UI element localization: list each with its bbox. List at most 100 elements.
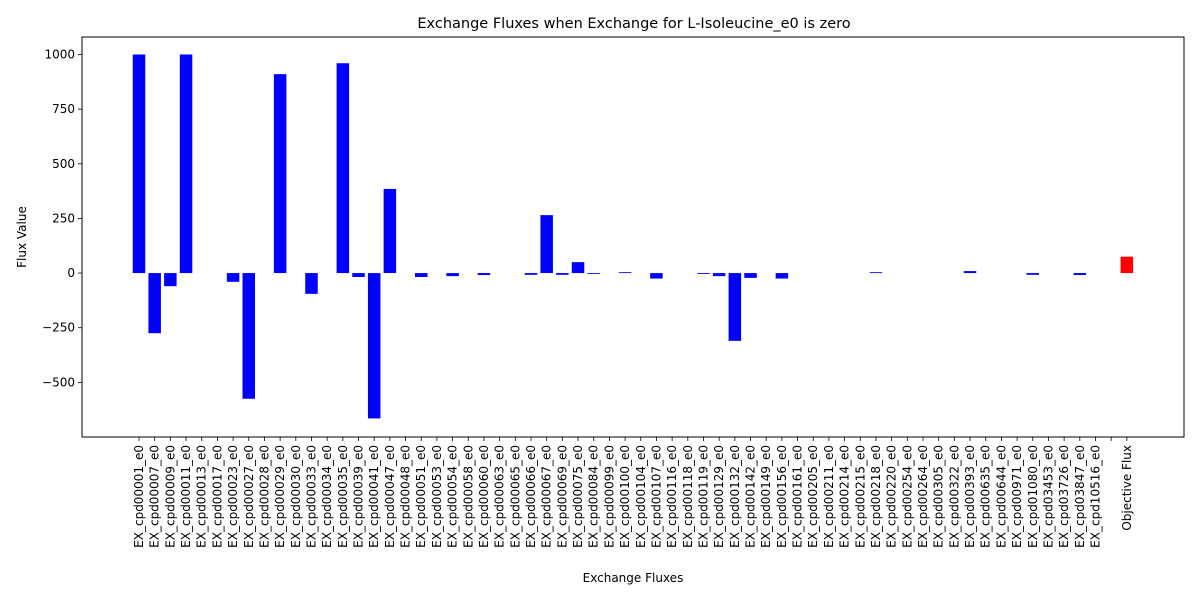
x-tick-label: EX_cpd00058_e0 bbox=[461, 445, 475, 548]
x-tick-label: EX_cpd00017_e0 bbox=[210, 445, 224, 548]
x-tick-label: EX_cpd00393_e0 bbox=[963, 445, 977, 548]
x-tick-label: EX_cpd00023_e0 bbox=[226, 445, 240, 548]
x-tick-label: EX_cpd00254_e0 bbox=[900, 445, 914, 548]
bar-EX_cpd00067_e0 bbox=[540, 215, 553, 274]
bar-EX_cpd00029_e0 bbox=[273, 74, 287, 274]
x-axis: EX_cpd00001_e0 EX_cpd00007_e0 EX_cpd00009_… bbox=[132, 437, 1134, 548]
x-tick-label: EX_cpd03453_e0 bbox=[1041, 445, 1055, 548]
bar-EX_cpd01080_e0 bbox=[1026, 273, 1040, 275]
x-tick-label: EX_cpd03847_e0 bbox=[1073, 445, 1087, 548]
x-tick-label: EX_cpd00053_e0 bbox=[430, 445, 444, 548]
x-tick-label: EX_cpd00644_e0 bbox=[994, 445, 1008, 548]
x-axis-title: Exchange Fluxes bbox=[583, 571, 684, 585]
x-tick-label: EX_cpd00007_e0 bbox=[148, 445, 162, 548]
x-tick-label: EX_cpd00001_e0 bbox=[132, 445, 146, 548]
bar-EX_cpd00007_e0 bbox=[148, 273, 161, 334]
bar-EX_cpd00107_e0 bbox=[650, 273, 663, 279]
x-tick-label: EX_cpd00205_e0 bbox=[806, 445, 820, 548]
x-tick-label: EX_cpd00214_e0 bbox=[838, 445, 852, 548]
bar-EX_cpd00011_e0 bbox=[179, 54, 193, 274]
x-tick-label: EX_cpd00118_e0 bbox=[681, 445, 695, 548]
x-tick-label: EX_cpd00051_e0 bbox=[414, 445, 428, 548]
x-tick-label: EX_cpd00215_e0 bbox=[853, 445, 867, 548]
bar-EX_cpd00156_e0 bbox=[775, 273, 789, 279]
x-tick-label: EX_cpd00100_e0 bbox=[618, 445, 632, 548]
bar-EX_cpd00023_e0 bbox=[226, 273, 240, 282]
bar-EX_cpd00047_e0 bbox=[383, 188, 397, 274]
x-tick-label: Objective Flux bbox=[1120, 445, 1134, 531]
x-tick-label: EX_cpd00011_e0 bbox=[179, 445, 193, 548]
bar-EX_cpd00100_e0 bbox=[618, 272, 632, 274]
x-tick-label: EX_cpd00211_e0 bbox=[822, 445, 836, 548]
bar-EX_cpd00041_e0 bbox=[367, 273, 381, 419]
y-tick-label: 0 bbox=[67, 266, 75, 280]
y-tick-label: 500 bbox=[52, 157, 75, 171]
x-tick-label: EX_cpd00065_e0 bbox=[508, 445, 522, 548]
bar-EX_cpd00033_e0 bbox=[305, 273, 318, 294]
x-tick-label: EX_cpd00305_e0 bbox=[932, 445, 946, 548]
bar-EX_cpd00075_e0 bbox=[571, 262, 585, 274]
y-tick-label: −250 bbox=[42, 321, 75, 335]
x-tick-label: EX_cpd00048_e0 bbox=[399, 445, 413, 548]
bar-EX_cpd00084_e0 bbox=[587, 273, 600, 274]
x-tick-label: EX_cpd00149_e0 bbox=[759, 445, 773, 548]
x-tick-label: EX_cpd00035_e0 bbox=[336, 445, 350, 548]
x-tick-label: EX_cpd00322_e0 bbox=[947, 445, 961, 548]
x-tick-label: EX_cpd00030_e0 bbox=[289, 445, 303, 548]
x-tick-label: EX_cpd00041_e0 bbox=[367, 445, 381, 548]
x-tick-label: EX_cpd00066_e0 bbox=[524, 445, 538, 548]
bar-Objective Flux bbox=[1120, 256, 1134, 274]
y-tick-label: 250 bbox=[52, 211, 75, 225]
y-tick-label: 750 bbox=[52, 102, 75, 116]
plot-frame bbox=[81, 36, 1185, 438]
bar-EX_cpd00132_e0 bbox=[728, 273, 742, 341]
bar-EX_cpd00054_e0 bbox=[446, 273, 459, 277]
bar-EX_cpd00218_e0 bbox=[869, 272, 883, 274]
bar-EX_cpd00051_e0 bbox=[414, 273, 428, 277]
x-tick-label: EX_cpd00132_e0 bbox=[728, 445, 742, 548]
x-tick-label: EX_cpd00116_e0 bbox=[665, 445, 679, 548]
x-tick-label: EX_cpd10516_e0 bbox=[1088, 445, 1102, 548]
bar-EX_cpd00009_e0 bbox=[164, 273, 177, 287]
x-tick-label: EX_cpd00119_e0 bbox=[696, 445, 710, 548]
x-tick-label: EX_cpd00129_e0 bbox=[712, 445, 726, 548]
bar-EX_cpd00129_e0 bbox=[712, 273, 726, 277]
x-tick-label: EX_cpd00220_e0 bbox=[885, 445, 899, 548]
x-tick-label: EX_cpd00971_e0 bbox=[1010, 445, 1024, 548]
bar-EX_cpd03847_e0 bbox=[1073, 273, 1087, 276]
x-tick-label: EX_cpd03726_e0 bbox=[1057, 445, 1071, 548]
x-tick-label: EX_cpd00039_e0 bbox=[352, 445, 366, 548]
bar-EX_cpd00393_e0 bbox=[963, 271, 977, 274]
x-tick-label: EX_cpd01080_e0 bbox=[1026, 445, 1040, 548]
bars-group bbox=[132, 54, 1134, 419]
bar-EX_cpd00035_e0 bbox=[336, 63, 350, 274]
bar-EX_cpd00001_e0 bbox=[132, 54, 146, 274]
bar-EX_cpd00039_e0 bbox=[352, 273, 365, 277]
x-tick-label: EX_cpd00107_e0 bbox=[649, 445, 663, 548]
x-tick-label: EX_cpd00009_e0 bbox=[163, 445, 177, 548]
x-tick-label: EX_cpd00013_e0 bbox=[195, 445, 209, 548]
x-tick-label: EX_cpd00034_e0 bbox=[320, 445, 334, 548]
x-tick-label: EX_cpd00075_e0 bbox=[571, 445, 585, 548]
x-tick-label: EX_cpd00027_e0 bbox=[242, 445, 256, 548]
x-tick-label: EX_cpd00218_e0 bbox=[869, 445, 883, 548]
x-tick-label: EX_cpd00033_e0 bbox=[304, 445, 318, 548]
x-tick-label: EX_cpd00084_e0 bbox=[587, 445, 601, 548]
x-tick-label: EX_cpd00054_e0 bbox=[446, 445, 460, 548]
x-tick-label: EX_cpd00029_e0 bbox=[273, 445, 287, 548]
bar-EX_cpd00142_e0 bbox=[744, 273, 757, 278]
x-tick-label: EX_cpd00142_e0 bbox=[744, 445, 758, 548]
x-tick-label: EX_cpd00047_e0 bbox=[383, 445, 397, 548]
bar-EX_cpd00066_e0 bbox=[524, 273, 538, 275]
x-tick-label: EX_cpd00063_e0 bbox=[493, 445, 507, 548]
x-tick-label: EX_cpd00028_e0 bbox=[257, 445, 271, 548]
bar-EX_cpd00060_e0 bbox=[477, 273, 491, 276]
x-tick-label: EX_cpd00635_e0 bbox=[979, 445, 993, 548]
x-tick-label: EX_cpd00060_e0 bbox=[477, 445, 491, 548]
x-tick-label: EX_cpd00161_e0 bbox=[791, 445, 805, 548]
y-tick-label: 1000 bbox=[44, 47, 75, 61]
bar-EX_cpd00027_e0 bbox=[242, 273, 256, 399]
x-tick-label: EX_cpd00099_e0 bbox=[602, 445, 616, 548]
